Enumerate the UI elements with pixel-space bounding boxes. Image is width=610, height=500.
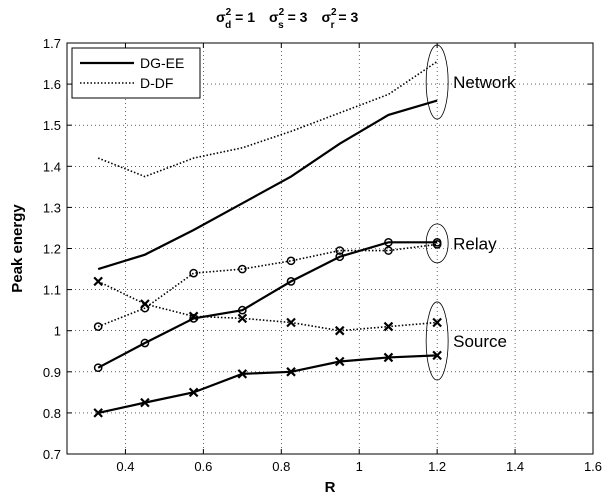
- y-tick-label: 0.8: [43, 406, 61, 421]
- title-value: = 3: [335, 9, 359, 25]
- data-point-x: [286, 317, 296, 328]
- title-sigma: σ: [216, 9, 226, 25]
- legend-entry-label: D-DF: [140, 75, 173, 91]
- x-tick-label: 0.6: [194, 459, 212, 474]
- series-line: [97, 354, 438, 414]
- title-subscript: r: [331, 20, 335, 31]
- series-line: [97, 99, 438, 271]
- data-point-x: [237, 369, 248, 379]
- data-point-circle: [93, 363, 103, 373]
- y-tick-label: 1.2: [43, 242, 61, 257]
- data-point-x: [93, 276, 103, 287]
- y-axis-label: Peak energy: [9, 204, 26, 293]
- annotation-label-source: Source: [453, 332, 507, 351]
- data-point-x: [383, 321, 394, 332]
- data-point-x: [93, 408, 103, 418]
- title-superscript: 2: [226, 7, 232, 18]
- title-value: = 3: [284, 9, 308, 25]
- data-point-circle: [432, 240, 442, 249]
- axis-ticks: 0.4 0.6 0.8 1 1.2 1.4 1.6 0.7 0.8 0.9 1 1.1 1.2 1.3 1.…: [43, 36, 602, 474]
- data-point-circle: [237, 305, 247, 315]
- data-point-x: [140, 299, 150, 309]
- data-point-circle: [140, 338, 150, 348]
- series-source-dg-ee: [93, 350, 442, 418]
- y-tick-label: 1.3: [43, 200, 61, 215]
- x-tick-label: 1.6: [584, 459, 602, 474]
- legend-entry-label: DG-EE: [140, 55, 184, 71]
- x-tick-label: 1: [356, 459, 363, 474]
- data-point-circle: [335, 252, 345, 262]
- grid-lines: [67, 42, 594, 455]
- data-point-x: [286, 367, 296, 377]
- title-subscript: d: [225, 20, 231, 31]
- title-sigma: σ: [321, 9, 331, 25]
- x-tick-label: 1.4: [506, 459, 524, 474]
- title-subscript: s: [278, 20, 284, 31]
- title-superscript: 2: [279, 7, 285, 18]
- series-line: [97, 243, 438, 328]
- legend-box: [71, 47, 201, 99]
- x-tick-label: 0.4: [116, 459, 134, 474]
- series-line: [97, 280, 438, 332]
- y-tick-label: 0.9: [43, 365, 61, 380]
- y-tick-label: 1.5: [43, 118, 61, 133]
- data-point-x: [432, 350, 442, 361]
- data-point-circle: [384, 237, 393, 247]
- annotation-ellipse: [425, 301, 449, 381]
- annotation-label-relay: Relay: [453, 234, 497, 253]
- data-point-x: [188, 311, 199, 322]
- data-point-x: [188, 387, 199, 398]
- annotation-ellipse: [425, 223, 449, 264]
- y-tick-label: 1: [54, 324, 61, 339]
- data-point-circle: [189, 268, 198, 278]
- data-point-x: [237, 313, 248, 324]
- legend: DG-EE D-DF: [71, 47, 201, 99]
- x-tick-label: 0.8: [272, 459, 290, 474]
- y-tick-label: 1.4: [43, 159, 61, 174]
- data-point-x: [383, 352, 394, 363]
- data-point-x: [140, 397, 150, 408]
- y-tick-label: 1.7: [43, 36, 61, 51]
- y-tick-label: 1.6: [43, 77, 61, 92]
- series-network-dg-ee: [97, 99, 438, 271]
- series-group: [93, 60, 442, 418]
- data-point-x: [334, 325, 345, 336]
- data-point-circle: [237, 264, 247, 274]
- data-point-circle: [286, 277, 296, 286]
- annotation-label-network: Network: [453, 73, 516, 92]
- data-point-circle: [93, 322, 103, 331]
- plot-frame: [66, 42, 594, 455]
- title-sigma: σ: [269, 9, 279, 25]
- title-superscript: 2: [331, 7, 337, 18]
- chart-title: σ2 d = 1 σ2 s = 3 σ2 r = 3: [216, 7, 358, 31]
- data-point-circle: [335, 246, 345, 255]
- data-point-circle: [286, 256, 296, 266]
- annotation-group: Network Relay Source: [425, 44, 516, 381]
- y-tick-label: 0.7: [43, 447, 61, 462]
- y-tick-label: 1.1: [43, 283, 61, 298]
- series-source-d-df: [93, 276, 442, 336]
- x-axis-label: R: [325, 479, 336, 496]
- x-tick-label: 1.2: [428, 459, 446, 474]
- series-line: [97, 241, 438, 369]
- data-point-x: [334, 356, 345, 367]
- title-value: = 1: [231, 9, 255, 25]
- data-point-circle: [384, 246, 393, 255]
- data-point-x: [432, 317, 442, 328]
